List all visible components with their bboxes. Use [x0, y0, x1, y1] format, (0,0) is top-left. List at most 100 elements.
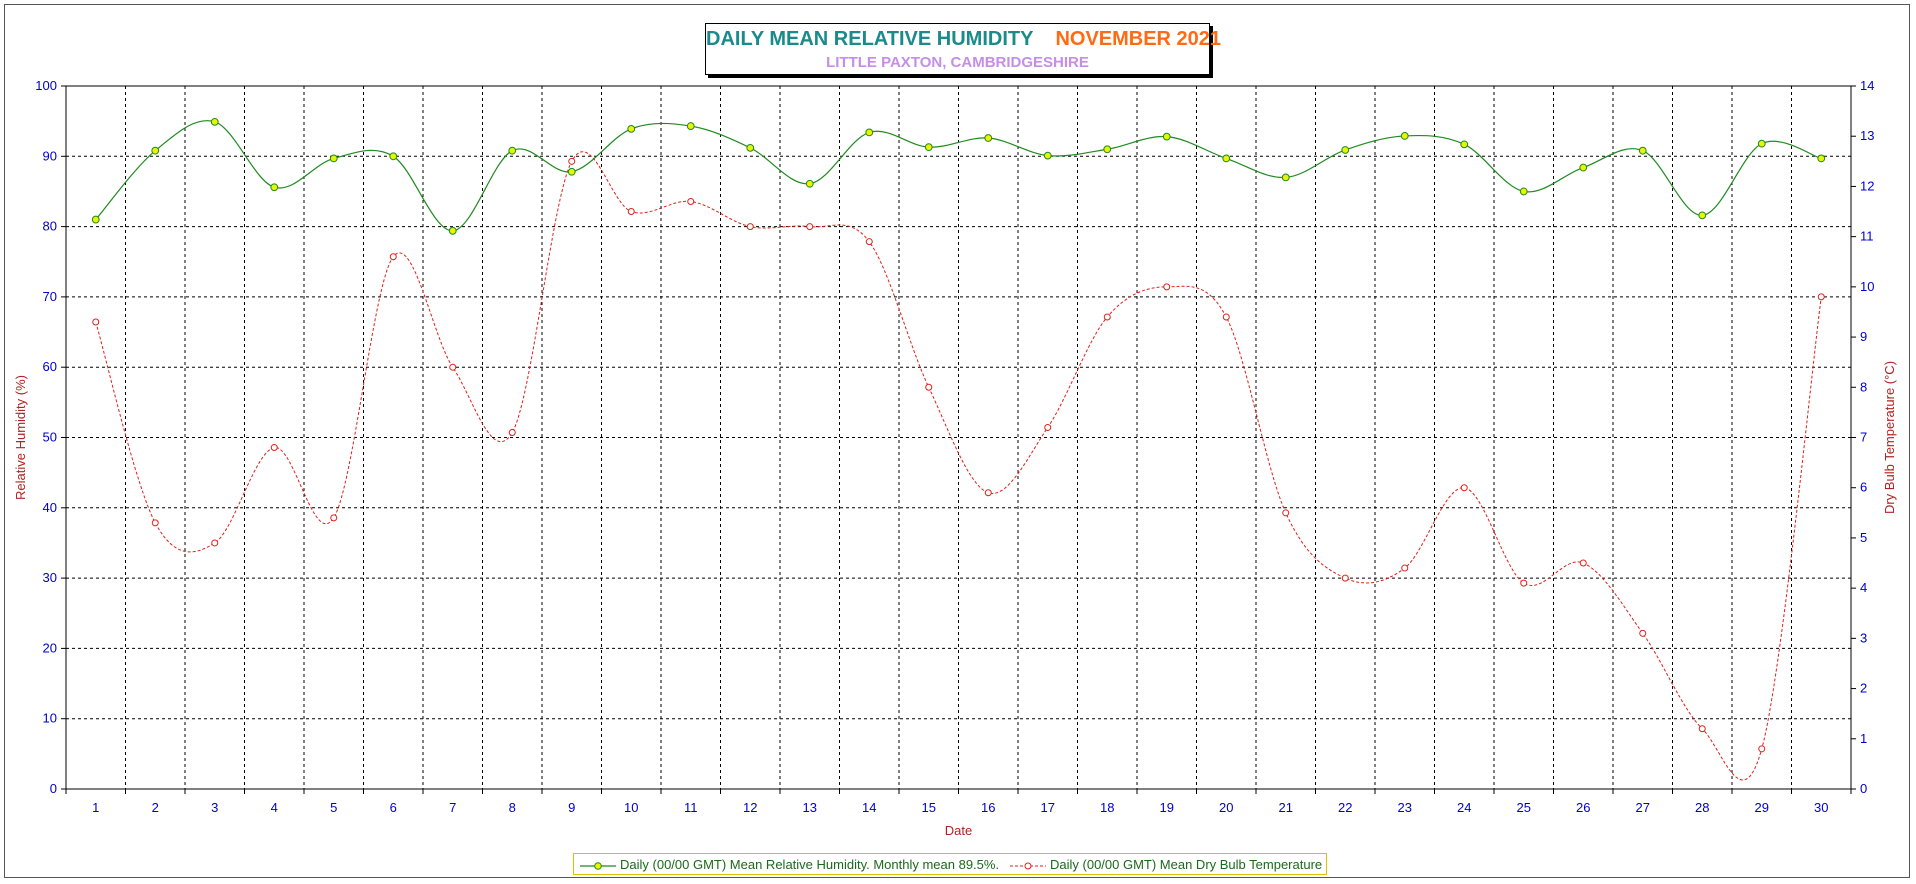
legend-swatch-temperature [1010, 862, 1046, 870]
temperature-point [1341, 574, 1349, 582]
temperature-point [925, 383, 933, 391]
y-tick-label: 50 [43, 430, 57, 445]
x-tick-label: 10 [624, 800, 638, 815]
y2-tick-label: 3 [1860, 630, 1867, 645]
temperature-point [1222, 313, 1230, 321]
chart-ticks: 0102030405060708090100012345678910111213… [35, 78, 1874, 815]
x-tick-label: 17 [1041, 800, 1055, 815]
humidity-point [1103, 145, 1112, 154]
humidity-point [151, 146, 160, 155]
legend-label-humidity: Daily (00/00 GMT) Mean Relative Humidity… [620, 857, 1000, 872]
x-tick-label: 21 [1279, 800, 1293, 815]
temperature-point [1163, 283, 1171, 291]
temperature-point [1758, 745, 1766, 753]
x-tick-label: 11 [684, 800, 698, 815]
y-tick-label: 90 [43, 148, 57, 163]
humidity-point [1222, 154, 1231, 163]
humidity-point [91, 215, 100, 224]
temperature-point [1520, 579, 1528, 587]
x-tick-label: 13 [803, 800, 817, 815]
x-tick-label: 20 [1219, 800, 1233, 815]
humidity-point [805, 179, 814, 188]
x-tick-label: 22 [1338, 800, 1352, 815]
temperature-point [330, 514, 338, 522]
humidity-point [329, 154, 338, 163]
temperature-point [1579, 559, 1587, 567]
legend-label-temperature: Daily (00/00 GMT) Mean Dry Bulb Temperat… [1050, 857, 1323, 872]
humidity-point [1817, 154, 1826, 163]
temperature-point [1044, 423, 1052, 431]
y-tick-label: 10 [43, 711, 57, 726]
temperature-point [1639, 629, 1647, 637]
y2-tick-label: 8 [1860, 379, 1867, 394]
humidity-point [1519, 187, 1528, 196]
y2-tick-label: 7 [1860, 430, 1867, 445]
humidity-point [508, 146, 517, 155]
y2-tick-label: 9 [1860, 329, 1867, 344]
x-tick-label: 9 [568, 800, 575, 815]
y2-tick-label: 4 [1860, 580, 1867, 595]
temperature-line [95, 151, 1822, 781]
y-tick-label: 100 [35, 78, 57, 93]
temperature-point [1698, 725, 1706, 733]
x-tick-label: 30 [1814, 800, 1828, 815]
title-box: DAILY MEAN RELATIVE HUMIDITY NOVEMBER 202… [705, 23, 1221, 75]
temperature-point [508, 428, 516, 436]
x-tick-label: 8 [509, 800, 516, 815]
x-tick-label: 27 [1636, 800, 1650, 815]
x-tick-label: 23 [1398, 800, 1412, 815]
legend-item-humidity: Daily (00/00 GMT) Mean Relative Humidity… [580, 857, 999, 872]
x-tick-label: 12 [743, 800, 757, 815]
y2-tick-label: 6 [1860, 480, 1867, 495]
x-tick-label: 2 [152, 800, 159, 815]
humidity-point [686, 122, 695, 130]
humidity-series [91, 117, 1826, 235]
x-tick-label: 18 [1100, 800, 1114, 815]
humidity-point [1698, 211, 1707, 220]
temperature-point [211, 539, 219, 547]
x-tick-label: 1 [92, 800, 99, 815]
x-tick-label: 29 [1755, 800, 1769, 815]
y2-tick-label: 14 [1860, 78, 1874, 93]
humidity-point [746, 143, 755, 152]
temperature-point [1817, 293, 1825, 301]
y-tick-label: 60 [43, 359, 57, 374]
humidity-point [1638, 146, 1647, 155]
humidity-point [1281, 173, 1290, 182]
plot-border [65, 85, 1852, 790]
temperature-point [151, 519, 159, 527]
temperature-point [806, 223, 814, 231]
temperature-point [389, 253, 397, 261]
y2-tick-label: 11 [1860, 229, 1874, 244]
humidity-line [95, 120, 1822, 232]
humidity-point [1579, 163, 1588, 172]
chart-subtitle: LITTLE PAXTON, CAMBRIDGESHIRE [826, 54, 1089, 71]
temperature-point [1460, 484, 1468, 492]
temperature-point [92, 318, 100, 326]
legend: Daily (00/00 GMT) Mean Relative Humidity… [573, 853, 1327, 875]
chart-frame [4, 4, 1910, 878]
chart-axes [61, 85, 1856, 794]
y-tick-label: 20 [43, 640, 57, 655]
chart-title: DAILY MEAN RELATIVE HUMIDITY NOVEMBER 202… [706, 28, 1221, 51]
humidity-point [865, 128, 874, 137]
x-tick-label: 16 [981, 800, 995, 815]
y-tick-label: 0 [50, 781, 57, 796]
y2-tick-label: 5 [1860, 530, 1867, 545]
humidity-point [627, 124, 636, 133]
y2-tick-label: 1 [1860, 731, 1867, 746]
y-tick-label: 30 [43, 570, 57, 585]
legend-swatch-humidity [580, 861, 616, 870]
y-tick-label: 70 [43, 289, 57, 304]
humidity-point [924, 143, 933, 152]
temperature-point [627, 208, 635, 216]
y-axis-title: Relative Humidity (%) [13, 375, 28, 500]
y-tick-label: 40 [43, 500, 57, 515]
x-tick-label: 25 [1517, 800, 1531, 815]
x-tick-label: 4 [271, 800, 278, 815]
temperature-point [270, 444, 278, 452]
humidity-point [389, 152, 398, 161]
humidity-point [448, 226, 457, 235]
x-tick-label: 26 [1576, 800, 1590, 815]
y2-axis-title: Dry Bulb Temperature (°C) [1882, 361, 1897, 514]
